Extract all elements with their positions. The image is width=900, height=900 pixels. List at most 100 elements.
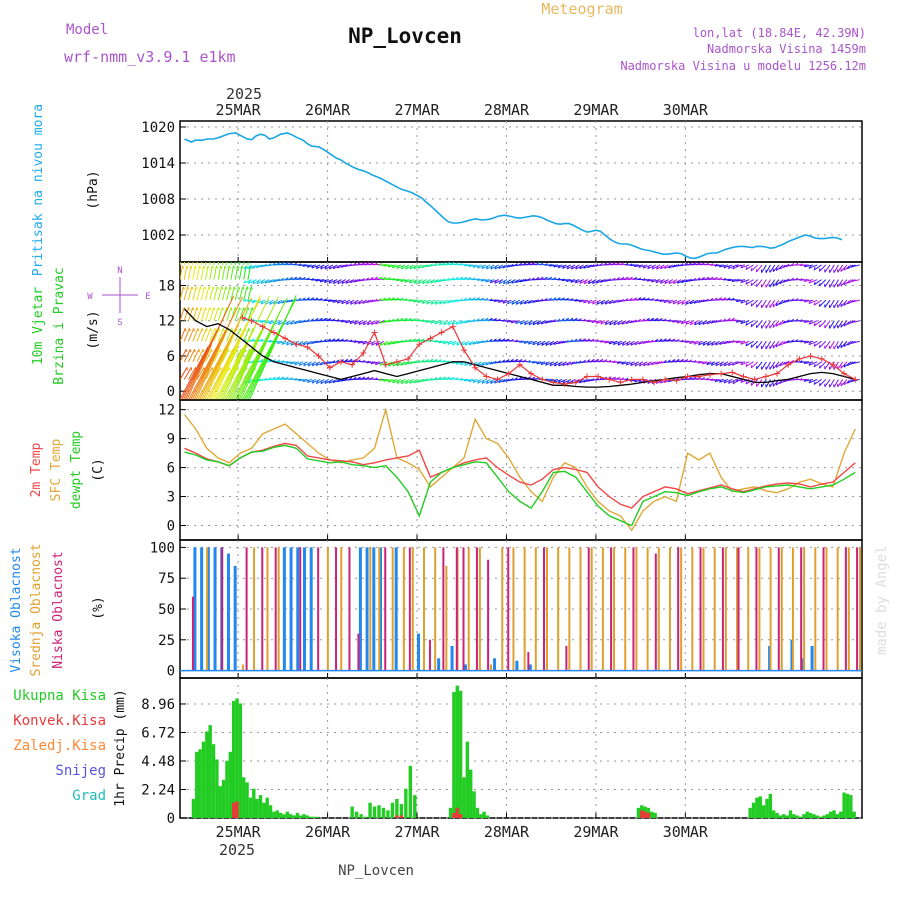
wind-arrowhead [239,328,242,332]
wind-arrow [442,263,452,266]
wind-arrowhead [192,307,195,311]
wind-arrow [772,340,780,349]
wind-arrowhead [494,266,497,270]
wind-arrowhead [502,280,506,285]
wind-arrowhead [600,279,603,283]
precip-total-bar [758,796,762,818]
wind-arrow [689,377,699,380]
wind-arrow [272,263,282,266]
wind-arrowhead [557,380,561,384]
precip-panel: Ukupna Kisa Konvek.Kisa Zaledj.Kisa Snij… [13,688,128,807]
wind-arrow [769,279,776,288]
wind-arrowhead [544,297,548,301]
wind-gust-marker [449,323,456,330]
wind-arrowhead [315,340,319,343]
wind-arrowhead [514,358,519,362]
wind-arrowhead [506,319,510,323]
wind-arrow [442,377,452,380]
wind-arrow [383,264,393,267]
wind-arrowhead [710,362,714,366]
wind-arrowhead [553,319,557,322]
wind-arrowhead [790,339,795,342]
wind-arrowhead [281,277,285,281]
wind-arrowhead [596,280,599,284]
wind-arrowhead [659,299,663,302]
wind-arrowhead [562,362,565,366]
y-tick-label: 6 [167,349,175,365]
wind-arrowhead [540,276,544,279]
wind-arrowhead [731,279,735,282]
wind-arrowhead [617,321,620,325]
wind-gust-marker [852,376,859,383]
precip-total-bar [195,751,199,818]
y-tick-label: 9 [167,432,175,448]
wind-arrow [710,378,720,382]
wind-arrow [527,263,537,266]
model-name: wrf-nmm_v3.9.1 e1km [64,48,236,66]
wind-arrow [698,340,708,346]
wind-arrowhead [401,380,404,384]
wind-arrowhead [565,339,569,343]
wind-arrow [558,378,567,384]
wind-arrowhead [243,266,247,270]
wind-arrowhead [723,363,727,367]
wind-arrowhead [790,277,795,281]
wind-arrow [668,299,678,304]
wind-arrowhead [378,297,382,301]
wind-arrow [180,328,186,342]
wind-arrowhead [260,280,264,284]
cloud-mid-bar [490,664,493,671]
precip-total-bar [381,807,386,818]
wind-arrowhead [843,281,846,286]
wind-arrowhead [425,264,429,268]
wind-gust-marker [494,376,501,383]
wind-arrow [217,307,224,321]
wind-arrowhead [663,318,667,321]
precip-total-bar [292,815,296,818]
wind-arrowhead [298,263,302,266]
wind-arrow [728,264,737,269]
wind-arrow [566,319,576,322]
wind-arrowhead [803,278,807,282]
wind-arrowhead [818,268,821,272]
wind-arrow [358,299,368,305]
wind-arrow [447,320,457,326]
wind-arrowhead [591,264,595,268]
wind-arrow [311,361,321,367]
wind-arrowhead [638,297,642,300]
wind-arrowhead [745,363,748,367]
wind-arrowhead [315,278,319,282]
cloud-panel: Visoka Oblacnost Srednja Oblacnost Niska… [9,543,106,676]
wind-arrow [622,340,631,346]
wind-arrowhead [272,376,276,379]
wind-arrow [765,361,771,370]
wind-arrowhead [332,379,336,383]
wind-arrow [756,340,763,349]
wind-arrow [220,295,270,400]
wind-arrow [354,299,363,305]
wind-arrow [540,277,550,281]
precip-total-bar [372,806,377,818]
wind-arrow [328,264,338,270]
wind-arrowhead [277,321,281,326]
wind-arrowhead [472,341,476,345]
wind-arrowhead [349,263,353,266]
wind-arrowhead [638,264,641,268]
wind-arrow [537,340,546,346]
wind-gust-marker [371,329,378,336]
wind-arrowhead [723,380,727,384]
model-elevation-label: Nadmorska Visina u modelu 1256.12m [620,59,866,73]
wind-gust-marker [774,370,781,377]
wind-arrow [493,299,503,303]
wind-arrowhead [646,278,650,282]
temp-sfc-line [183,406,856,532]
wind-arrowhead [698,321,701,326]
wind-arrow [345,279,355,284]
precip-total-bar [386,810,390,818]
wind-arrowhead [468,297,472,300]
wind-arrow [328,339,338,342]
wind-arrowhead [595,320,599,324]
wind-arrow [213,286,218,301]
wind-arrowhead [735,263,739,267]
wind-arrow [769,264,776,273]
